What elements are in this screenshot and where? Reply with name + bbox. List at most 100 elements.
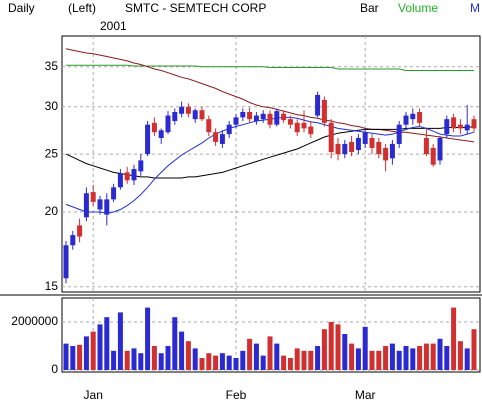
candle-body — [457, 124, 463, 129]
candle-body — [335, 143, 341, 155]
candle-body — [213, 132, 219, 142]
volume-bar — [83, 336, 89, 370]
candle-body — [124, 172, 130, 181]
volume-bar — [165, 346, 171, 370]
volume-bar — [90, 331, 96, 370]
volume-tick-label: 0 — [51, 362, 58, 376]
candle-body — [274, 111, 280, 125]
candle-body — [253, 115, 259, 121]
x-tick-label: Mar — [355, 388, 376, 402]
volume-bar — [185, 341, 191, 370]
candle-body — [437, 137, 443, 161]
y-tick-label: 35 — [45, 59, 59, 73]
candle-body — [464, 124, 470, 131]
candle-body — [383, 147, 389, 161]
candle-body — [315, 94, 321, 116]
candle-body — [104, 199, 110, 215]
volume-bar — [396, 350, 402, 370]
ma-label: M — [470, 1, 480, 15]
volume-bar — [457, 341, 463, 370]
candle-body — [90, 192, 96, 202]
volume-bar — [253, 343, 259, 370]
candle-body — [287, 119, 293, 125]
candle-body — [111, 187, 117, 200]
x-tick-label: Feb — [226, 388, 247, 402]
candle-body — [328, 122, 334, 153]
chart-title: SMTC - SEMTECH CORP — [125, 1, 266, 15]
moving-average-line — [66, 64, 474, 71]
volume-bar — [444, 346, 450, 370]
candle-body — [138, 160, 144, 172]
volume-bar — [199, 358, 205, 370]
period-label: Daily — [8, 1, 35, 15]
y-tick-label: 15 — [45, 279, 59, 293]
candle-body — [342, 143, 348, 155]
volume-bar — [117, 312, 123, 370]
candle-body — [260, 113, 266, 120]
candle-body — [423, 137, 429, 155]
style-label: Bar — [360, 1, 379, 15]
moving-average-line — [65, 116, 475, 214]
candle-body — [389, 143, 395, 159]
volume-bar — [247, 338, 253, 370]
candle-body — [158, 130, 164, 138]
volume-bar — [274, 343, 280, 370]
y-tick-label: 25 — [45, 146, 59, 160]
volume-bar — [308, 350, 314, 370]
volume-bar — [240, 350, 246, 370]
volume-tick-label: 2000000 — [11, 314, 58, 328]
volume-bar — [179, 331, 185, 370]
candle-body — [199, 110, 205, 120]
volume-bar — [77, 344, 83, 370]
candle-body — [179, 106, 185, 114]
volume-bar — [192, 348, 198, 370]
volume-bar — [430, 343, 436, 370]
axis-side-label: (Left) — [68, 1, 96, 15]
volume-bar — [315, 346, 321, 370]
candle-body — [294, 122, 300, 133]
volume-bar — [403, 346, 409, 370]
volume-bar — [437, 338, 443, 370]
candle-body — [185, 106, 191, 114]
y-tick-label: 20 — [45, 204, 59, 218]
candle-body — [430, 147, 436, 165]
volume-bar — [301, 350, 307, 370]
volume-bar — [321, 329, 327, 370]
volume-bar — [362, 326, 368, 370]
volume-bar — [423, 343, 429, 370]
candle-body — [355, 137, 361, 150]
volume-frame — [61, 297, 481, 373]
price-frame — [61, 35, 481, 293]
volume-bar — [349, 343, 355, 370]
volume-bar — [158, 353, 164, 370]
candle-body — [77, 225, 83, 237]
volume-bar — [111, 350, 117, 370]
volume-bar — [124, 350, 130, 370]
volume-bar — [213, 355, 219, 370]
volume-bar — [206, 353, 212, 370]
volume-bar — [369, 350, 375, 370]
candle-body — [369, 137, 375, 148]
candle-body — [206, 119, 212, 133]
candle-body — [376, 141, 382, 155]
candle-body — [321, 99, 327, 123]
x-tick-label: Jan — [84, 388, 103, 402]
volume-bar — [376, 350, 382, 370]
candle-body — [226, 124, 232, 135]
volume-bar — [410, 348, 416, 370]
candle-body — [233, 117, 239, 125]
candle-body — [172, 112, 178, 121]
volume-bar — [451, 307, 457, 370]
moving-average-line — [65, 48, 475, 143]
candle-body — [165, 115, 171, 133]
candle-body — [451, 117, 457, 129]
candle-body — [240, 112, 246, 118]
candle-body — [83, 193, 89, 218]
candle-body — [349, 141, 355, 153]
candle-body — [444, 119, 450, 135]
volume-bar — [104, 317, 110, 370]
volume-bar — [151, 346, 157, 370]
candle-body — [145, 124, 151, 155]
candle-body — [362, 132, 368, 144]
